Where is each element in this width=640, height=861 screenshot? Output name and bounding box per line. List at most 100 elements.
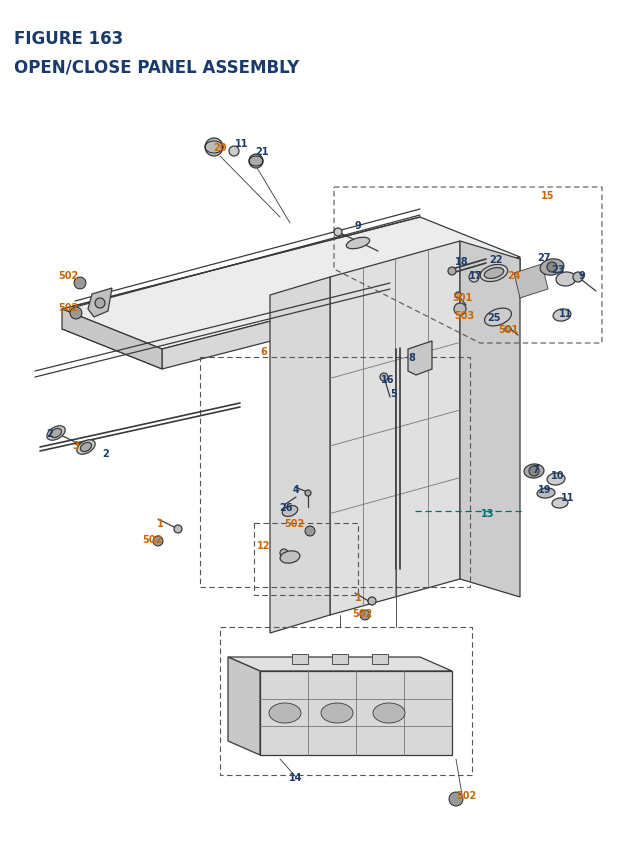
Text: 501: 501 xyxy=(498,325,518,335)
Text: 21: 21 xyxy=(255,147,269,157)
Polygon shape xyxy=(62,218,520,350)
Text: 1: 1 xyxy=(157,518,163,529)
Polygon shape xyxy=(330,242,460,616)
Bar xyxy=(220,628,472,775)
Circle shape xyxy=(380,374,388,381)
Circle shape xyxy=(174,525,182,533)
Text: 23: 23 xyxy=(551,264,564,275)
Ellipse shape xyxy=(552,499,568,509)
Text: 24: 24 xyxy=(508,270,521,281)
Text: 502: 502 xyxy=(58,270,78,281)
Text: 502: 502 xyxy=(58,303,78,313)
Ellipse shape xyxy=(77,440,95,455)
Text: 17: 17 xyxy=(469,270,483,281)
Polygon shape xyxy=(228,657,260,755)
Circle shape xyxy=(305,491,311,497)
Text: 22: 22 xyxy=(489,255,503,264)
Ellipse shape xyxy=(524,464,544,479)
Text: 13: 13 xyxy=(481,508,495,518)
Text: 16: 16 xyxy=(381,375,395,385)
Bar xyxy=(332,654,348,664)
Polygon shape xyxy=(460,242,520,598)
Circle shape xyxy=(153,536,163,547)
Circle shape xyxy=(547,263,557,273)
Text: 502: 502 xyxy=(142,535,162,544)
Ellipse shape xyxy=(553,309,571,322)
Polygon shape xyxy=(408,342,432,375)
Text: 9: 9 xyxy=(579,270,586,281)
Circle shape xyxy=(455,293,461,299)
Ellipse shape xyxy=(373,703,405,723)
Text: 11: 11 xyxy=(236,139,249,149)
Text: 26: 26 xyxy=(279,503,292,512)
Text: 11: 11 xyxy=(561,492,575,503)
Ellipse shape xyxy=(47,426,65,441)
Circle shape xyxy=(95,299,105,308)
Text: 6: 6 xyxy=(260,347,268,356)
Text: 9: 9 xyxy=(355,220,362,231)
Circle shape xyxy=(454,304,466,316)
Text: 3: 3 xyxy=(72,441,79,450)
Text: 4: 4 xyxy=(292,485,300,494)
Text: 5: 5 xyxy=(390,388,397,399)
Ellipse shape xyxy=(484,269,504,279)
Polygon shape xyxy=(228,657,452,672)
Circle shape xyxy=(448,268,456,276)
Ellipse shape xyxy=(280,551,300,563)
Text: 15: 15 xyxy=(541,191,555,201)
Circle shape xyxy=(529,467,539,476)
Text: 503: 503 xyxy=(454,311,474,320)
Polygon shape xyxy=(260,672,452,755)
Ellipse shape xyxy=(81,443,92,452)
Text: 20: 20 xyxy=(213,143,227,152)
Text: 501: 501 xyxy=(452,293,472,303)
Polygon shape xyxy=(162,257,520,369)
Ellipse shape xyxy=(540,259,564,276)
Polygon shape xyxy=(270,278,330,633)
Text: 27: 27 xyxy=(537,253,551,263)
Ellipse shape xyxy=(556,273,576,287)
Text: 1: 1 xyxy=(355,592,362,603)
Text: 2: 2 xyxy=(47,429,53,438)
Text: 11: 11 xyxy=(559,308,573,319)
Text: 502: 502 xyxy=(284,518,304,529)
Circle shape xyxy=(249,155,263,169)
Ellipse shape xyxy=(282,506,298,517)
Bar xyxy=(372,654,388,664)
Circle shape xyxy=(229,147,239,157)
Text: 10: 10 xyxy=(551,470,564,480)
Polygon shape xyxy=(514,264,548,299)
Ellipse shape xyxy=(51,429,61,438)
Polygon shape xyxy=(62,310,162,369)
Ellipse shape xyxy=(269,703,301,723)
Ellipse shape xyxy=(321,703,353,723)
Bar xyxy=(292,654,308,664)
Text: OPEN/CLOSE PANEL ASSEMBLY: OPEN/CLOSE PANEL ASSEMBLY xyxy=(14,58,300,76)
Bar xyxy=(254,523,358,595)
Circle shape xyxy=(280,549,288,557)
Bar xyxy=(200,357,470,587)
Text: 12: 12 xyxy=(257,541,271,550)
Text: 2: 2 xyxy=(102,449,109,458)
Circle shape xyxy=(360,610,370,620)
Ellipse shape xyxy=(537,488,555,499)
Circle shape xyxy=(70,307,82,319)
Text: 14: 14 xyxy=(289,772,303,782)
Circle shape xyxy=(205,139,223,157)
Circle shape xyxy=(334,229,342,237)
Text: 25: 25 xyxy=(487,313,500,323)
Text: 19: 19 xyxy=(538,485,552,494)
Ellipse shape xyxy=(547,474,565,486)
Circle shape xyxy=(573,273,583,282)
Circle shape xyxy=(449,792,463,806)
Circle shape xyxy=(305,526,315,536)
Text: 502: 502 xyxy=(352,608,372,618)
Ellipse shape xyxy=(484,309,511,326)
Polygon shape xyxy=(88,288,112,318)
Circle shape xyxy=(74,278,86,289)
Ellipse shape xyxy=(346,238,370,250)
Text: 7: 7 xyxy=(532,464,540,474)
Text: FIGURE 163: FIGURE 163 xyxy=(14,30,124,48)
Circle shape xyxy=(469,273,479,282)
Ellipse shape xyxy=(480,265,508,282)
